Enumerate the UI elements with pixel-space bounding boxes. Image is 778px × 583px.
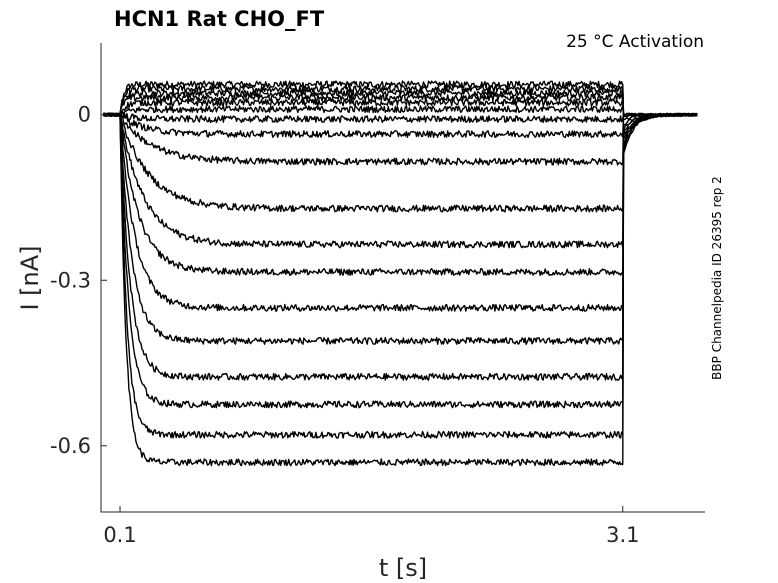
- current-trace-2: [102, 84, 698, 117]
- x-axis-label: t [s]: [379, 554, 427, 582]
- current-trace-3: [103, 89, 698, 117]
- condition-annotation: 25 °C Activation: [566, 32, 704, 52]
- x-tick-group: 0.1 3.1: [103, 506, 639, 547]
- current-trace-9: [103, 112, 698, 166]
- current-trace-6: [103, 105, 698, 117]
- current-trace-8: [102, 112, 698, 138]
- current-trace-13: [102, 112, 698, 312]
- y-tick-label: -0.3: [50, 268, 91, 292]
- current-trace-16: [102, 112, 698, 409]
- current-trace-17: [102, 112, 698, 439]
- y-tick-group: 0 -0.3 -0.6: [50, 103, 107, 458]
- current-trace-14: [102, 112, 698, 345]
- y-axis-label: I [nA]: [16, 245, 44, 310]
- current-trace-15: [102, 112, 698, 381]
- axes-frame: [100, 43, 705, 513]
- current-trace-10: [103, 112, 698, 213]
- y-tick-label: -0.6: [50, 434, 91, 458]
- trace-group: [102, 80, 698, 467]
- source-label: BBP Channelpedia ID 26395 rep 2: [710, 176, 724, 380]
- current-trace-5: [103, 98, 698, 117]
- x-tick-label: 3.1: [606, 523, 639, 547]
- y-tick-label: 0: [78, 103, 91, 127]
- current-trace-12: [102, 112, 698, 276]
- current-trace-18: [103, 112, 698, 467]
- current-trace-11: [103, 112, 698, 249]
- chart-title: HCN1 Rat CHO_FT: [114, 7, 325, 31]
- current-trace-7: [102, 112, 698, 124]
- x-tick-label: 0.1: [103, 523, 136, 547]
